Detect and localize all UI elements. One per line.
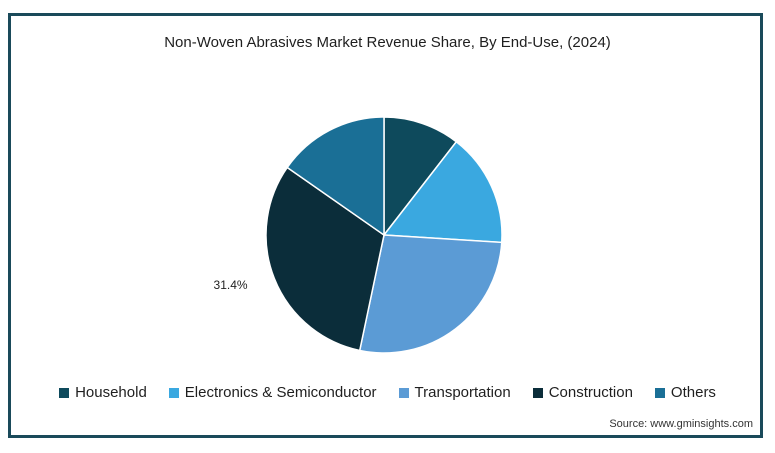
data-label: 31.4% xyxy=(214,278,248,292)
legend-swatch xyxy=(398,387,409,398)
legend-swatch xyxy=(59,387,70,398)
chart-title: Non-Woven Abrasives Market Revenue Share… xyxy=(164,34,611,51)
legend-label: Transportation xyxy=(414,384,511,401)
pie-slice-electronics-semiconductor xyxy=(382,140,503,244)
legend-item-others: Others xyxy=(654,384,716,401)
legend-label: Others xyxy=(670,384,716,401)
pie-slice-construction xyxy=(265,166,385,352)
legend-item-transportation: Transportation xyxy=(398,384,511,401)
pie-slice-household xyxy=(383,116,458,238)
legend-item-electronics: Electronics & Semiconductor xyxy=(168,384,377,401)
chart-legend: Household Electronics & Semiconductor Tr… xyxy=(0,384,775,401)
pie-slice-others xyxy=(286,116,385,237)
legend-swatch xyxy=(654,387,665,398)
pie-slice-transportation xyxy=(358,234,503,354)
legend-swatch xyxy=(168,387,179,398)
source-note: Source: www.gminsights.com xyxy=(609,418,753,430)
legend-swatch xyxy=(532,387,543,398)
legend-label: Household xyxy=(75,384,147,401)
legend-label: Electronics & Semiconductor xyxy=(184,384,377,401)
legend-item-household: Household xyxy=(59,384,147,401)
legend-label: Construction xyxy=(548,384,633,401)
legend-item-construction: Construction xyxy=(532,384,633,401)
